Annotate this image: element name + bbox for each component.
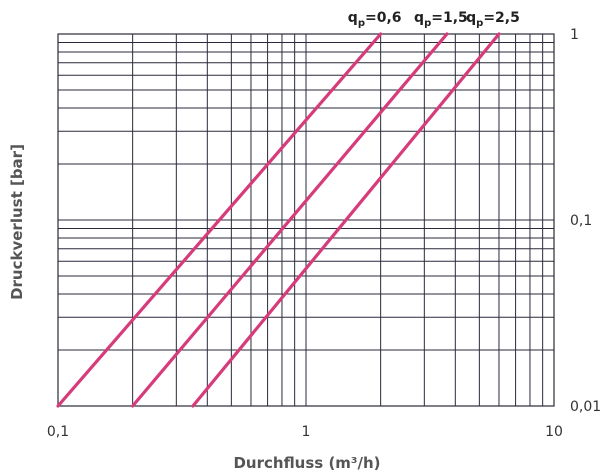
plot-frame	[57, 33, 555, 407]
y-tick-label: 1	[570, 27, 579, 43]
tick-labels: 0,1 1 10 1 0,1 0,01	[47, 27, 601, 440]
series-label-2: qp=1,5	[414, 10, 468, 29]
y-tick-label: 0,01	[570, 399, 601, 415]
x-tick-label: 0,1	[47, 424, 69, 440]
series-label-3: qp=2,5	[466, 10, 520, 29]
series-label-1: qp=0,6	[348, 10, 402, 29]
y-axis-label: Druckverlust [bar]	[8, 144, 26, 300]
series-line-3	[191, 32, 501, 408]
series-labels: qp=0,6 qp=1,5qp=2,5	[348, 10, 520, 29]
series-line-2	[131, 32, 449, 408]
x-axis-label: Durchfluss (m³/h)	[233, 454, 380, 472]
grid	[57, 33, 555, 407]
y-tick-label: 0,1	[570, 213, 592, 229]
series-lines	[56, 32, 501, 408]
x-tick-label: 10	[545, 424, 563, 440]
series-line-1	[56, 32, 383, 408]
x-tick-label: 1	[302, 424, 311, 440]
